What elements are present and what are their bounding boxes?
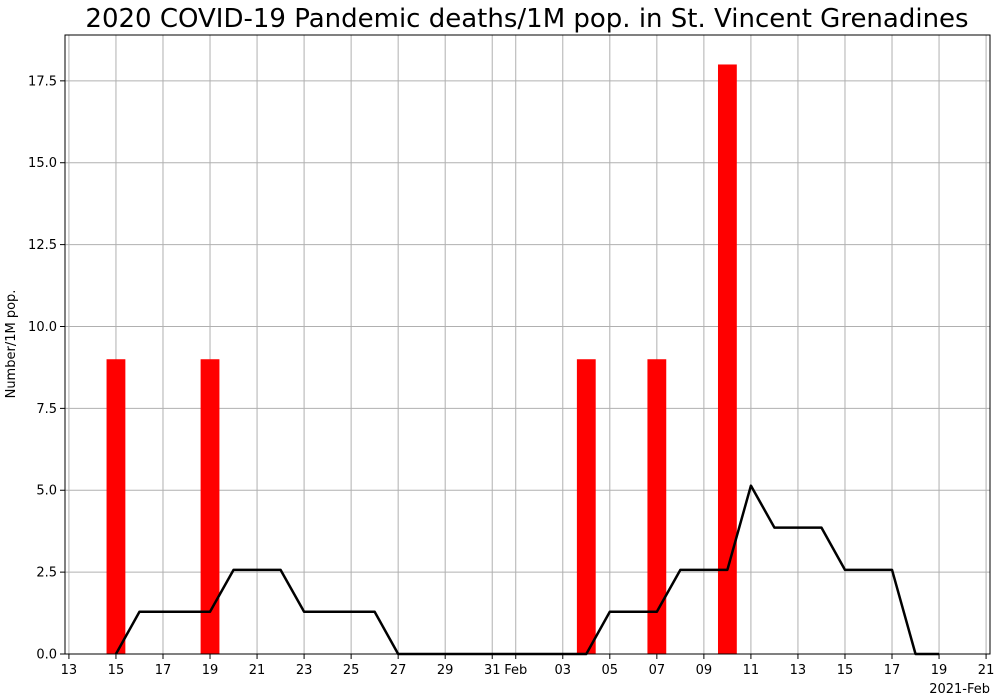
bar: [647, 359, 667, 654]
x-axis-offset-label: 2021-Feb: [929, 682, 990, 697]
x-tick-label: 11: [743, 663, 760, 678]
y-tick-label: 7.5: [36, 402, 57, 417]
chart-title: 2020 COVID-19 Pandemic deaths/1M pop. in…: [85, 4, 968, 34]
x-tick-label: 21: [978, 663, 995, 678]
x-tick-label: 27: [390, 663, 407, 678]
x-axis: 13 15 17 19 21 23 25 27 29 31 Feb 03 05 07 09 11 13 15 17 1…: [61, 654, 995, 678]
bar: [106, 359, 126, 654]
plot-frame: [64, 34, 991, 655]
x-tick-label: 29: [437, 663, 454, 678]
x-tick-label: 21: [249, 663, 266, 678]
y-tick-label: 0.0: [36, 648, 57, 663]
y-tick-label: 5.0: [36, 484, 57, 499]
y-tick-label: 2.5: [36, 566, 57, 581]
y-tick-label: 17.5: [28, 74, 57, 89]
bar: [200, 359, 220, 654]
x-tick-label: 03: [555, 663, 572, 678]
x-tick-label: 19: [202, 663, 219, 678]
rolling-average-line: [114, 484, 940, 656]
x-tick-label: 17: [884, 663, 901, 678]
x-tick-label: 09: [696, 663, 713, 678]
x-tick-label: 05: [602, 663, 619, 678]
x-tick-label: 15: [108, 663, 125, 678]
x-tick-label: 17: [155, 663, 172, 678]
bar: [576, 359, 596, 654]
x-tick-label: 19: [931, 663, 948, 678]
x-tick-label: 15: [837, 663, 854, 678]
x-tick-label: 31: [484, 663, 501, 678]
x-tick-label: 13: [790, 663, 807, 678]
y-tick-label: 10.0: [28, 320, 57, 335]
bar: [717, 64, 737, 654]
y-tick-label: 15.0: [28, 156, 57, 171]
x-tick-label: 23: [296, 663, 313, 678]
bars: [106, 64, 737, 654]
y-axis-label: Number/1M pop.: [4, 290, 19, 399]
x-tick-label: 25: [343, 663, 360, 678]
y-axis: 0.0 2.5 5.0 7.5 10.0 12.5 15.0 17.5: [28, 74, 65, 663]
x-tick-label: Feb: [504, 663, 527, 678]
x-tick-label: 13: [61, 663, 78, 678]
y-tick-label: 12.5: [28, 238, 57, 253]
x-tick-label: 07: [649, 663, 666, 678]
